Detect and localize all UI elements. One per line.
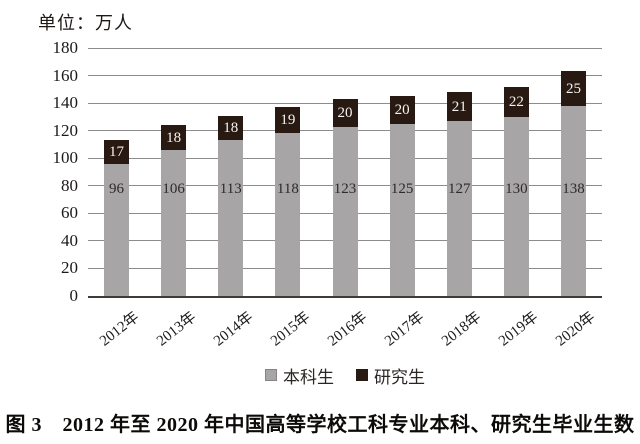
x-tick-label: 2019年 — [496, 309, 542, 350]
x-tick-label: 2014年 — [210, 309, 257, 350]
gridline — [88, 47, 602, 49]
y-tick-label: 60 — [61, 203, 78, 223]
bar-segment-undergrad — [104, 163, 130, 296]
bar-segment-grad — [332, 98, 358, 127]
bar-segment-grad — [104, 140, 130, 164]
bar-segment-undergrad — [560, 105, 586, 296]
bar-value-grad: 18 — [166, 129, 182, 146]
x-tick-label: 2018年 — [439, 309, 485, 350]
bar-segment-undergrad — [218, 140, 244, 296]
bar-value-undergrad: 113 — [219, 181, 242, 197]
y-tick-label: 140 — [52, 93, 79, 113]
x-tick-label: 2015年 — [267, 309, 314, 350]
x-tick-label: 2017年 — [382, 309, 428, 350]
bar-value-undergrad: 130 — [505, 181, 528, 197]
legend-swatch-undergrad — [265, 369, 277, 381]
bar-value-undergrad: 127 — [447, 181, 471, 197]
bar-segment-grad — [275, 107, 301, 134]
x-tick-label: 2013年 — [153, 309, 199, 350]
bar-value-undergrad: 123 — [333, 181, 357, 197]
bar-value-grad: 20 — [337, 104, 353, 121]
bar-value-grad: 20 — [394, 102, 410, 118]
bar-value-grad: 21 — [451, 98, 467, 115]
bar-segment-undergrad — [389, 123, 415, 296]
legend-label-grad: 研究生 — [374, 367, 425, 387]
gridline — [88, 75, 602, 77]
y-tick-label: 0 — [69, 286, 79, 305]
y-tick-label: 100 — [52, 148, 79, 168]
bar-segment-undergrad — [332, 126, 358, 296]
y-tick-label: 160 — [52, 65, 79, 85]
legend-swatch-grad — [356, 369, 368, 381]
x-tick-label: 2012年 — [96, 309, 142, 350]
bar-segment-undergrad — [446, 121, 472, 296]
bar-value-undergrad: 106 — [162, 181, 185, 197]
y-tick-label: 20 — [61, 258, 78, 278]
bar-segment-grad — [446, 92, 472, 121]
bar-value-grad: 18 — [223, 119, 239, 136]
bar-value-grad: 17 — [109, 144, 125, 161]
bar-value-grad: 22 — [508, 93, 524, 110]
bar-value-grad: 19 — [280, 112, 296, 129]
y-tick-label: 120 — [52, 120, 79, 140]
y-tick-label: 40 — [61, 230, 78, 250]
bar-value-undergrad: 96 — [109, 181, 125, 197]
bar-value-undergrad: 125 — [390, 181, 414, 197]
bar-segment-undergrad — [161, 149, 187, 296]
bar-segment-grad — [560, 71, 586, 106]
bar-value-grad: 25 — [565, 80, 581, 97]
bar-segment-grad — [218, 115, 244, 141]
unit-label: 单位：万人 — [38, 13, 133, 33]
y-tick-label: 80 — [61, 175, 78, 195]
x-tick-label: 2020年 — [553, 309, 599, 350]
bar-value-undergrad: 138 — [562, 181, 585, 197]
bar-segment-undergrad — [503, 116, 529, 296]
bar-segment-grad — [503, 86, 529, 117]
y-tick-label: 180 — [52, 38, 79, 57]
x-tick-label: 2016年 — [324, 309, 371, 350]
bar-segment-grad — [389, 96, 415, 124]
legend: 本科生 研究生 — [88, 362, 602, 388]
bar-value-undergrad: 118 — [276, 181, 299, 197]
bar-segment-grad — [161, 125, 187, 150]
legend-label-undergrad: 本科生 — [283, 367, 334, 387]
x-axis-line — [88, 296, 602, 298]
figure-caption: 图 3 2012 年至 2020 年中国高等学校工科专业本科、研究生毕业生数 — [5, 414, 635, 436]
legend-item-grad: 研究生 — [356, 363, 425, 388]
bar-segment-undergrad — [275, 133, 301, 296]
legend-item-undergrad: 本科生 — [265, 363, 334, 388]
